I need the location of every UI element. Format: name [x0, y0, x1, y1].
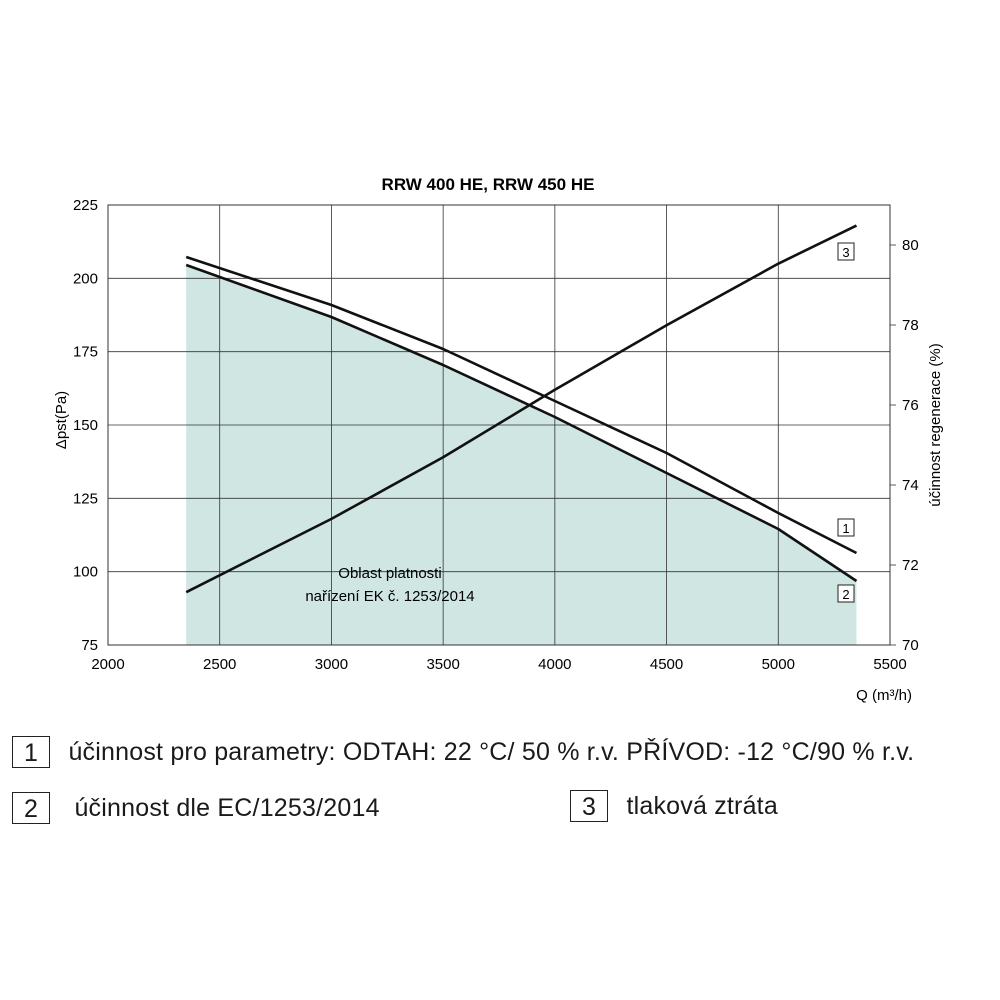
label-layer: 1 2 3 [837, 242, 855, 603]
series-label-box-2 [837, 584, 855, 603]
legend-text-3: tlaková ztráta [626, 791, 778, 820]
validity-area [186, 265, 857, 645]
series-label-3: 3 [842, 245, 849, 260]
grid-layer: 2000 2500 3000 3500 4000 4500 5000 5500 75 100 125… [73, 197, 919, 673]
y-axis-label-left: Δpst(Pa) [53, 391, 70, 449]
y-tick-label-right: 72 [902, 557, 919, 574]
y-tick-label-right: 80 [902, 237, 919, 254]
legend-text-2: účinnost dle EC/1253/2014 [74, 793, 380, 822]
x-tick-label: 3000 [315, 656, 348, 673]
y-tick-label-left: 100 [73, 564, 98, 581]
series-label-box-1 [837, 518, 855, 537]
x-tick-label: 4000 [538, 656, 571, 673]
x-axis-label: Q (m³/h) [856, 687, 912, 704]
x-tick-label: 2000 [91, 656, 124, 673]
chart-title: RRW 400 HE, RRW 450 HE [382, 175, 595, 194]
y-tick-label-right: 74 [902, 477, 919, 494]
chart: 2000 2500 3000 3500 4000 4500 5000 5500 75 100 125… [53, 175, 944, 704]
x-tick-label: 5500 [873, 656, 906, 673]
y-tick-label-right: 70 [902, 637, 919, 654]
legend-item-3: 3 tlaková ztráta [570, 790, 778, 822]
series-line-3 [185, 224, 858, 594]
x-tick-label: 3500 [426, 656, 459, 673]
y-tick-label-left: 150 [73, 417, 98, 434]
legend-number-1: 1 [12, 736, 50, 768]
legend-item-1: 1 účinnost pro parametry: ODTAH: 22 °C/ … [12, 736, 914, 768]
series-label-box-3 [837, 242, 855, 261]
validity-area-layer [186, 265, 857, 645]
series-label-2: 2 [842, 587, 849, 602]
y-tick-label-left: 200 [73, 270, 98, 287]
series-line-2 [185, 263, 858, 583]
y-tick-label-left: 125 [73, 490, 98, 507]
y-tick-label-right: 78 [902, 317, 919, 334]
y-tick-label-right: 76 [902, 397, 919, 414]
x-tick-label: 5000 [762, 656, 795, 673]
y-tick-label-left: 225 [73, 197, 98, 214]
validity-area-label-line2: nařízení EK č. 1253/2014 [305, 588, 474, 605]
legend-text-1: účinnost pro parametry: ODTAH: 22 °C/ 50… [68, 737, 915, 766]
x-tick-label: 4500 [650, 656, 683, 673]
legend-number-3: 3 [570, 790, 608, 822]
legend-number-2: 2 [12, 792, 50, 824]
y-tick-label-left: 75 [81, 637, 98, 654]
series-line-1 [185, 255, 858, 555]
validity-area-label-line1: Oblast platnosti [338, 565, 441, 582]
y-axis-label-right: účinnost regenerace (%) [927, 343, 944, 506]
plot-frame [107, 204, 891, 646]
legend-item-2: 2 účinnost dle EC/1253/2014 [12, 792, 380, 824]
series-label-1: 1 [842, 521, 849, 536]
series-layer [185, 224, 858, 594]
y-tick-label-left: 175 [73, 344, 98, 361]
x-tick-label: 2500 [203, 656, 236, 673]
